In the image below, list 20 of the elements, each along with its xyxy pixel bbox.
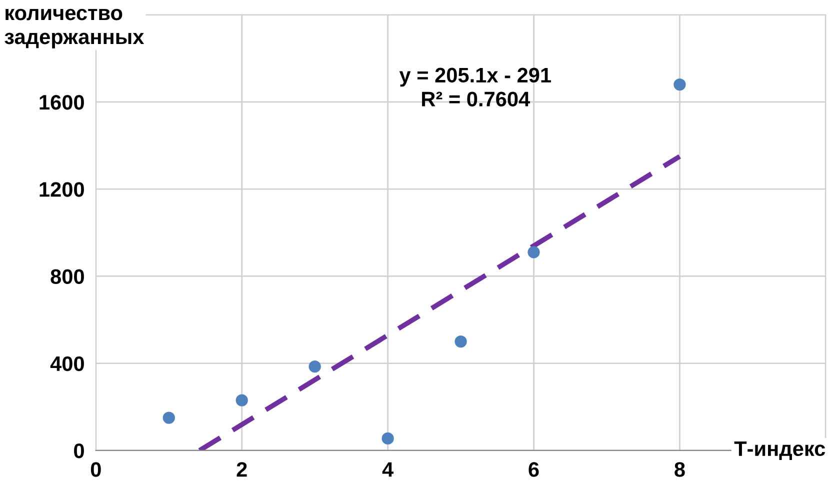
y-tick-label: 1600	[40, 94, 84, 110]
y-tick-label: 1200	[40, 182, 84, 197]
point	[382, 432, 394, 445]
point	[674, 78, 686, 91]
annotation: y = 205.1x - 291 R² = 0.7604	[399, 68, 551, 106]
x-tick-label: 2	[236, 462, 247, 477]
y-tick-label: 400	[50, 356, 84, 372]
point	[236, 394, 248, 406]
x-tick-label: 6	[528, 462, 539, 477]
y-tick-label: 800	[50, 269, 84, 284]
point	[454, 335, 467, 348]
point	[308, 360, 321, 373]
point	[162, 412, 175, 424]
point	[528, 246, 540, 258]
y-axis-title: количество задержанных	[4, 8, 144, 48]
x-tick-label: 8	[674, 462, 685, 477]
x-tick-label: 4	[382, 462, 394, 477]
x-tick-label: 0	[90, 462, 101, 477]
x-axis-title: Т-индекс	[734, 442, 826, 460]
y-tick-label: 0	[74, 443, 84, 458]
